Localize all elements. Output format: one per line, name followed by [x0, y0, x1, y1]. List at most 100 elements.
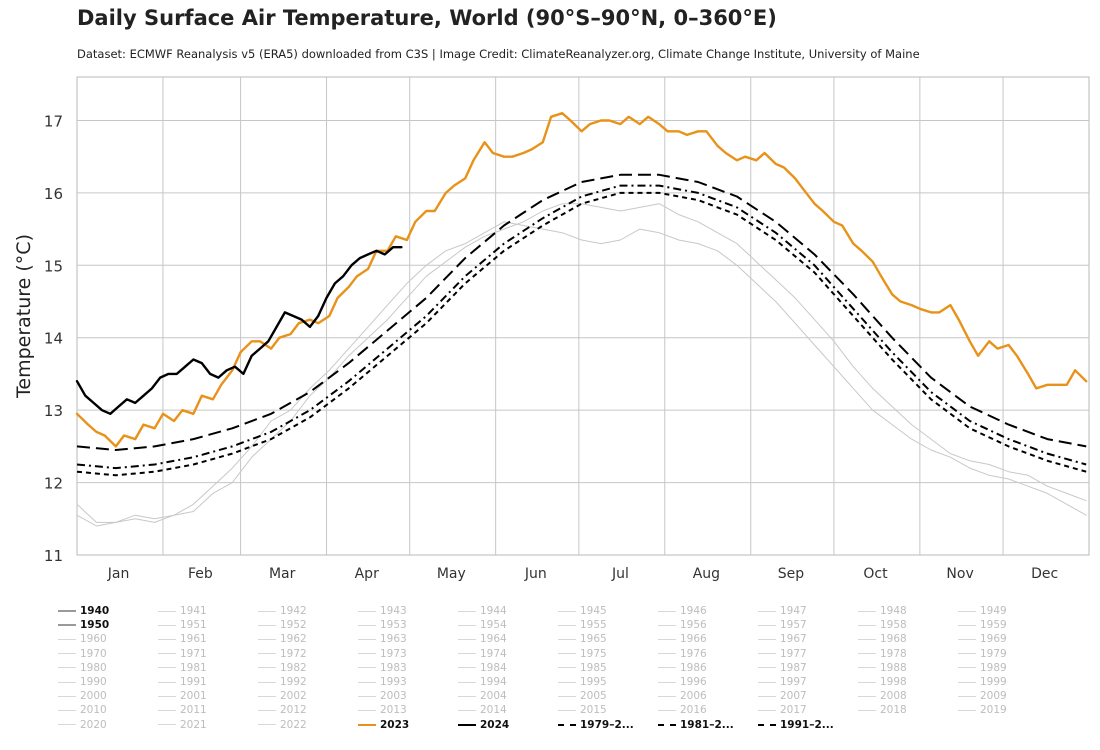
legend-item[interactable]: 1984 [458, 661, 507, 675]
legend-item[interactable]: 2007 [758, 689, 807, 703]
legend-item[interactable]: 2001 [158, 689, 207, 703]
legend-item[interactable]: 1989 [958, 661, 1007, 675]
legend-item[interactable]: 1966 [658, 632, 707, 646]
legend-item[interactable]: 1962 [258, 632, 307, 646]
legend-item[interactable]: 1996 [658, 675, 707, 689]
legend-item[interactable]: 2005 [558, 689, 607, 703]
legend-item[interactable]: 2023 [358, 718, 409, 732]
legend-item[interactable]: 1972 [258, 647, 307, 661]
legend-item[interactable]: 1973 [358, 647, 407, 661]
legend-item[interactable]: 1994 [458, 675, 507, 689]
legend-item[interactable]: 1986 [658, 661, 707, 675]
legend-swatch [858, 638, 876, 640]
legend-item[interactable]: 1970 [58, 647, 107, 661]
legend-item[interactable]: 1977 [758, 647, 807, 661]
legend-item[interactable]: 1961 [158, 632, 207, 646]
legend-item[interactable]: 1953 [358, 618, 407, 632]
legend-item[interactable]: 1945 [558, 604, 607, 618]
legend-item[interactable]: 1949 [958, 604, 1007, 618]
legend-item[interactable]: 1983 [358, 661, 407, 675]
legend-swatch [558, 723, 576, 726]
legend-item[interactable]: 2013 [358, 703, 407, 717]
legend-swatch [258, 724, 276, 726]
legend-swatch [58, 709, 76, 711]
legend-item[interactable]: 1946 [658, 604, 707, 618]
legend-item[interactable]: 1971 [158, 647, 207, 661]
legend-item[interactable]: 1978 [858, 647, 907, 661]
legend-item[interactable]: 1991–2... [758, 718, 834, 732]
legend-label: 2012 [280, 704, 307, 717]
legend-item[interactable]: 2015 [558, 703, 607, 717]
legend-item[interactable]: 1993 [358, 675, 407, 689]
legend-item[interactable]: 1980 [58, 661, 107, 675]
legend-item[interactable]: 1992 [258, 675, 307, 689]
legend-item[interactable]: 1948 [858, 604, 907, 618]
legend-item[interactable]: 2016 [658, 703, 707, 717]
legend-item[interactable]: 1969 [958, 632, 1007, 646]
legend-item[interactable]: 1941 [158, 604, 207, 618]
legend-item[interactable]: 1981 [158, 661, 207, 675]
legend-item[interactable]: 1990 [58, 675, 107, 689]
legend-swatch [858, 624, 876, 626]
legend-item[interactable]: 2018 [858, 703, 907, 717]
legend-item[interactable]: 1955 [558, 618, 607, 632]
legend-item[interactable]: 1954 [458, 618, 507, 632]
legend-item[interactable]: 1944 [458, 604, 507, 618]
legend-item[interactable]: 1940 [58, 604, 109, 618]
legend-label: 2022 [280, 718, 307, 731]
legend-item[interactable]: 1979 [958, 647, 1007, 661]
legend-item[interactable]: 1985 [558, 661, 607, 675]
legend-item[interactable]: 1957 [758, 618, 807, 632]
legend-item[interactable]: 2006 [658, 689, 707, 703]
legend-item[interactable]: 2000 [58, 689, 107, 703]
month-label: Mar [269, 566, 296, 582]
legend-item[interactable]: 1967 [758, 632, 807, 646]
legend-item[interactable]: 1975 [558, 647, 607, 661]
legend-item[interactable]: 2008 [858, 689, 907, 703]
legend-item[interactable]: 2024 [458, 718, 509, 732]
legend-item[interactable]: 1995 [558, 675, 607, 689]
legend-item[interactable]: 1976 [658, 647, 707, 661]
legend-item[interactable]: 1947 [758, 604, 807, 618]
legend-item[interactable]: 2012 [258, 703, 307, 717]
legend-item[interactable]: 2004 [458, 689, 507, 703]
legend-item[interactable]: 2017 [758, 703, 807, 717]
legend-label: 1993 [380, 676, 407, 688]
legend-swatch [358, 723, 376, 726]
legend-item[interactable]: 2022 [258, 718, 307, 732]
legend-item[interactable]: 1987 [758, 661, 807, 675]
legend-item[interactable]: 1997 [758, 675, 807, 689]
legend-item[interactable]: 1968 [858, 632, 907, 646]
legend-item[interactable]: 2003 [358, 689, 407, 703]
legend-item[interactable]: 2011 [158, 703, 207, 717]
legend-item[interactable]: 1943 [358, 604, 407, 618]
legend-item[interactable]: 1952 [258, 618, 307, 632]
legend-item[interactable]: 1965 [558, 632, 607, 646]
legend-item[interactable]: 2020 [58, 718, 107, 732]
legend-item[interactable]: 1998 [858, 675, 907, 689]
legend-label: 2011 [180, 704, 207, 717]
legend-item[interactable]: 2014 [458, 703, 507, 717]
legend-item[interactable]: 1950 [58, 618, 109, 632]
legend-item[interactable]: 1982 [258, 661, 307, 675]
legend-item[interactable]: 1999 [958, 675, 1007, 689]
legend-item[interactable]: 1958 [858, 618, 907, 632]
legend-item[interactable]: 2009 [958, 689, 1007, 703]
legend-item[interactable]: 1979–2... [558, 718, 634, 732]
legend-item[interactable]: 2010 [58, 703, 107, 717]
legend-item[interactable]: 1981–2... [658, 718, 734, 732]
legend-item[interactable]: 2019 [958, 703, 1007, 717]
legend-item[interactable]: 1959 [958, 618, 1007, 632]
legend-item[interactable]: 1951 [158, 618, 207, 632]
legend-item[interactable]: 1963 [358, 632, 407, 646]
legend-item[interactable]: 1991 [158, 675, 207, 689]
legend-item[interactable]: 2002 [258, 689, 307, 703]
legend-item[interactable]: 1964 [458, 632, 507, 646]
legend-item[interactable]: 1988 [858, 661, 907, 675]
legend-item[interactable]: 1960 [58, 632, 107, 646]
legend-item[interactable]: 1956 [658, 618, 707, 632]
legend-item[interactable]: 2021 [158, 718, 207, 732]
legend-label: 1972 [280, 647, 307, 660]
legend-item[interactable]: 1974 [458, 647, 507, 661]
legend-item[interactable]: 1942 [258, 604, 307, 618]
